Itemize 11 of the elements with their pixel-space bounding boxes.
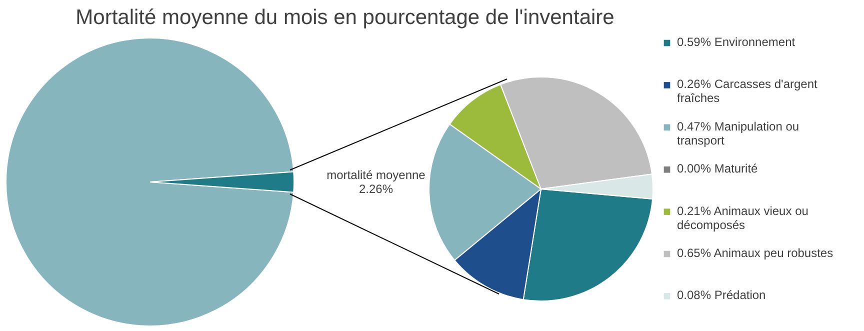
legend-label: 0.00% Maturité bbox=[677, 162, 758, 176]
legend-label: 0.65% Animaux peu robustes bbox=[677, 246, 834, 260]
chart-title: Mortalité moyenne du mois en pourcentage de l'inventaire bbox=[76, 6, 614, 29]
data-label: 2.26% bbox=[358, 182, 394, 196]
legend-label: 0.26% Carcasses d'argent fraîches bbox=[677, 77, 818, 106]
pie-slice bbox=[6, 38, 294, 326]
legend-label: 0.08% Prédation bbox=[677, 288, 766, 302]
slice-label: mortalité moyenne bbox=[326, 168, 426, 182]
legend-label: 0.47% Manipulation ou transport bbox=[677, 119, 800, 148]
legend-label: 0.21% Animaux vieux ou décomposés bbox=[677, 204, 808, 232]
legend-label: 0.59% Environnement bbox=[677, 35, 796, 49]
